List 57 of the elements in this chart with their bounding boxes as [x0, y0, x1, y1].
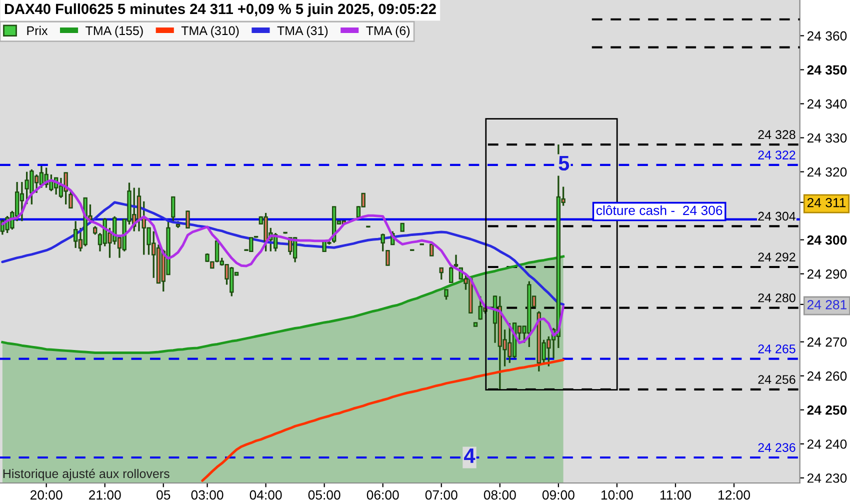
- y-tick-label: 24 350: [807, 65, 847, 75]
- y-tick-label: 24 270: [807, 337, 847, 347]
- ref-line-label: 24 328: [758, 130, 796, 140]
- x-tick-label: 10:00: [601, 490, 633, 500]
- x-tick-label: 05: [156, 490, 170, 500]
- ref-line-label: 24 280: [758, 293, 796, 302]
- ref-line-label: 24 265: [758, 344, 796, 354]
- y-tick-label: 24 300: [807, 235, 847, 245]
- x-tick-label: 08:00: [484, 490, 516, 500]
- candlestick: [449, 266, 454, 284]
- ref-line-label: 24 256: [758, 375, 796, 384]
- x-tick-label: 03:00: [191, 490, 224, 500]
- y-tick-label: 24 260: [807, 371, 847, 381]
- x-tick-label: 21:00: [89, 490, 121, 500]
- x-tick-label: 11:00: [660, 490, 691, 500]
- candlestick: [380, 232, 385, 252]
- x-tick-label: 07:00: [425, 490, 458, 500]
- y-tick-label: 24 281: [807, 300, 847, 310]
- line-series: [201, 358, 565, 482]
- y-tick-label: 24 330: [807, 133, 847, 143]
- y-tick-label: 24 311: [807, 198, 846, 208]
- legend-label: TMA (310): [181, 26, 239, 38]
- y-tick-label: 24 340: [807, 99, 847, 109]
- legend-label: Prix: [27, 26, 48, 35]
- y-tick-label: 24 320: [807, 167, 847, 177]
- annotation: Historique ajusté aux rollovers: [3, 468, 170, 481]
- x-tick-label: 09:00: [542, 490, 574, 500]
- candlestick: [68, 190, 73, 209]
- y-tick-label: 24 360: [807, 31, 847, 41]
- candlestick: [386, 250, 390, 266]
- chart-title: DAX40 Full0625 5 minutes 24 311 +0,09 % 5 juin 2025, 09:05:22: [4, 3, 436, 17]
- ref-line-label: 24 292: [758, 252, 796, 262]
- ref-line-label: clôture cash - 24 306: [596, 205, 722, 216]
- y-tick-label: 24 250: [807, 405, 847, 415]
- candlestick: [186, 210, 190, 229]
- line-series: [1, 201, 565, 306]
- annotation: 4: [464, 448, 476, 463]
- candlestick: [171, 196, 176, 224]
- ref-line-label: 24 322: [758, 150, 796, 160]
- annotation: 5: [558, 156, 570, 171]
- x-tick-label: 05:00: [308, 490, 340, 500]
- legend-label: TMA (6): [366, 26, 410, 38]
- y-tick-label: 24 230: [807, 473, 847, 483]
- x-tick-label: 20:00: [30, 490, 62, 500]
- y-tick-label: 24 240: [807, 439, 847, 449]
- x-tick-label: 06:00: [366, 490, 399, 500]
- y-tick-label: 24 290: [807, 269, 847, 279]
- legend-label: TMA (31): [277, 26, 328, 38]
- x-tick-label: 12:00: [718, 490, 750, 500]
- candlestick: [439, 267, 444, 280]
- candlestick: [444, 288, 448, 300]
- x-tick-label: 04:00: [250, 490, 282, 500]
- legend-label: TMA (155): [86, 26, 143, 38]
- candlestick: [454, 254, 458, 268]
- ref-line-label: 24 236: [758, 443, 796, 452]
- ref-line-label: 24 304: [758, 212, 796, 221]
- candlestick: [430, 244, 434, 256]
